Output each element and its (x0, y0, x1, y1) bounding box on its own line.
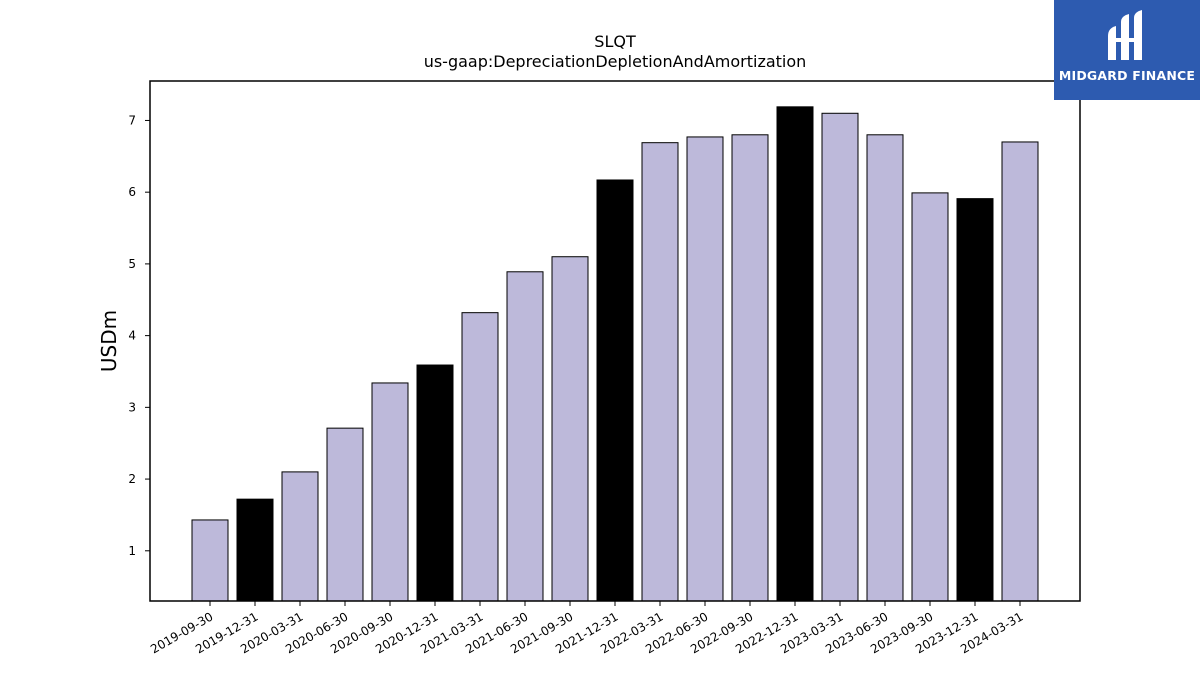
logo-mark-icon (1108, 10, 1142, 60)
bar-2020-12-31 (416, 364, 454, 602)
bar-2019-09-30 (191, 519, 229, 602)
y-tick-label: 6 (128, 185, 136, 199)
bar-2020-06-30 (326, 427, 364, 602)
bar-2023-06-30 (866, 134, 904, 602)
y-axis-label: USDm (97, 310, 121, 372)
bar-2021-06-30 (506, 271, 544, 602)
bar-2023-09-30 (911, 192, 949, 602)
y-tick-label: 5 (128, 257, 136, 271)
bar-2023-03-31 (821, 112, 859, 602)
x-axis-ticks: 2019-09-302019-12-312020-03-312020-06-30… (148, 601, 1026, 656)
logo-text: MIDGARD FINANCE (1058, 68, 1196, 83)
bar-2022-09-30 (731, 134, 769, 602)
chart-subtitle: us-gaap:DepreciationDepletionAndAmortiza… (423, 52, 807, 71)
chart-title: SLQT (594, 32, 636, 51)
y-tick-label: 2 (128, 472, 136, 486)
brand-logo: MIDGARD FINANCE (1054, 0, 1200, 100)
bars-group (191, 106, 1039, 602)
bar-2021-12-31 (596, 179, 634, 602)
bar-2022-12-31 (776, 106, 814, 602)
y-tick-label: 7 (128, 113, 136, 127)
bar-2019-12-31 (236, 498, 274, 602)
bar-2020-03-31 (281, 471, 319, 602)
bar-2021-03-31 (461, 312, 499, 602)
y-tick-label: 1 (128, 544, 136, 558)
bar-2024-03-31 (1001, 141, 1039, 602)
bar-2022-06-30 (686, 136, 724, 602)
y-tick-label: 4 (128, 329, 136, 343)
bar-2020-09-30 (371, 382, 409, 602)
bar-2022-03-31 (641, 142, 679, 602)
y-tick-label: 3 (128, 400, 136, 414)
y-axis-ticks: 1 2 3 4 5 6 7 (128, 113, 150, 558)
bar-2023-12-31 (956, 198, 994, 602)
bar-2021-09-30 (551, 256, 589, 602)
